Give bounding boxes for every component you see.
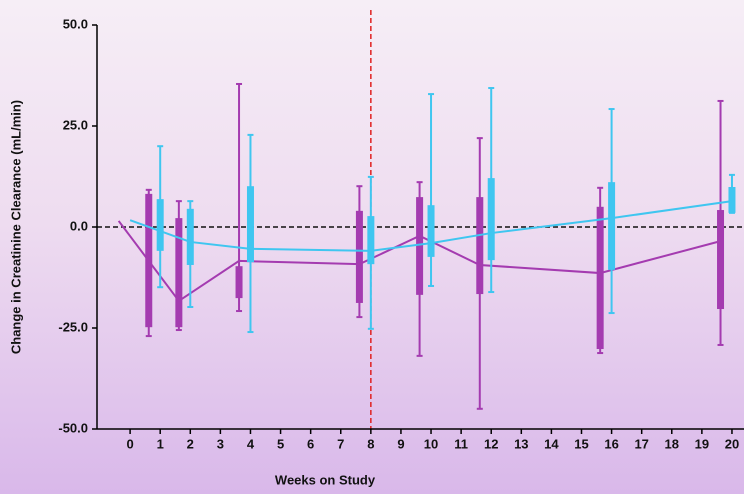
box <box>717 210 725 310</box>
x-tick-label: 11 <box>454 436 468 451</box>
x-tick-label: 17 <box>634 436 648 451</box>
x-tick-label: 14 <box>544 436 559 451</box>
x-tick-label: 7 <box>337 436 344 451</box>
median-line <box>117 220 721 303</box>
box <box>246 186 254 263</box>
box <box>476 197 484 295</box>
x-tick-label: 3 <box>217 436 224 451</box>
box <box>608 182 616 270</box>
box <box>728 187 736 213</box>
y-tick-label: -50.0 <box>58 420 88 435</box>
y-tick-label: 50.0 <box>63 16 88 31</box>
median-line <box>129 200 733 252</box>
x-axis-label: Weeks on Study <box>275 472 376 487</box>
box <box>367 216 375 265</box>
x-tick-label: 8 <box>367 436 374 451</box>
y-axis-label: Change in Creatinine Clearance (mL/min) <box>8 100 23 354</box>
box <box>175 218 183 328</box>
x-tick-label: 20 <box>725 436 739 451</box>
x-tick-label: 12 <box>484 436 498 451</box>
box <box>186 208 194 265</box>
x-tick-label: 15 <box>574 436 588 451</box>
box <box>416 197 424 295</box>
box <box>156 199 164 251</box>
box <box>355 210 363 303</box>
box <box>487 178 495 261</box>
x-tick-label: 9 <box>397 436 404 451</box>
y-tick-label: 0.0 <box>70 218 88 233</box>
x-tick-label: 4 <box>247 436 255 451</box>
x-tick-label: 19 <box>695 436 709 451</box>
x-tick-label: 13 <box>514 436 528 451</box>
x-tick-label: 10 <box>424 436 438 451</box>
x-tick-label: 5 <box>277 436 284 451</box>
box <box>235 266 243 299</box>
x-tick-label: 6 <box>307 436 314 451</box>
x-tick-label: 0 <box>126 436 133 451</box>
y-tick-label: 25.0 <box>63 117 88 132</box>
x-tick-label: 1 <box>157 436 164 451</box>
x-tick-label: 18 <box>665 436 679 451</box>
x-tick-label: 2 <box>187 436 194 451</box>
box <box>596 206 604 350</box>
x-tick-label: 16 <box>604 436 618 451</box>
y-tick-label: -25.0 <box>58 319 88 334</box>
box <box>427 205 435 257</box>
